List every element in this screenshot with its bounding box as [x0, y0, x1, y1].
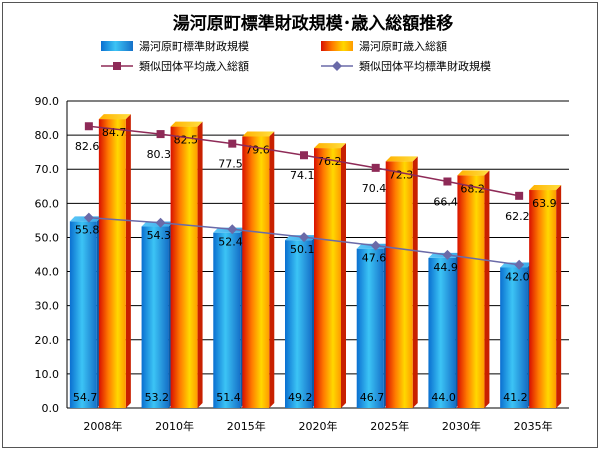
bar-top: [98, 114, 131, 120]
bar-side: [269, 131, 275, 408]
x-tick-label: 2035年: [514, 419, 553, 433]
bar-top: [529, 185, 562, 191]
y-tick-label: 60.0: [35, 197, 60, 210]
bar-data-label: 54.7: [73, 391, 98, 404]
line-data-label: 82.6: [75, 140, 100, 153]
plot-area: 0.0 10.0 20.0 30.0 40.0 50.0 60.0 70.0 80.0 90.0 2…: [35, 95, 569, 433]
line-data-label: 74.1: [290, 169, 315, 182]
line-data-label: 62.2: [505, 210, 529, 223]
bar-side: [197, 121, 203, 408]
line-marker: [156, 130, 165, 139]
bar-side: [556, 185, 562, 408]
line-marker: [299, 232, 309, 243]
legend-swatch: [101, 41, 133, 51]
bar-data-label: 44.0: [431, 391, 456, 404]
bar: [69, 221, 97, 408]
bar-data-label: 46.7: [360, 391, 385, 404]
line-marker: [83, 212, 94, 223]
bar: [428, 257, 456, 408]
bar-side: [341, 143, 346, 408]
legend-label: 類似団体平均標準財政規模: [359, 59, 491, 73]
y-tick-label: 30.0: [35, 300, 60, 313]
line-marker: [371, 163, 380, 172]
line-data-label: 66.4: [433, 196, 458, 209]
y-tick-label: 0.0: [42, 402, 60, 415]
line-marker: [515, 191, 524, 200]
bar-data-label: 63.9: [532, 197, 557, 210]
y-tick-label: 10.0: [35, 368, 60, 381]
line-marker: [155, 217, 166, 228]
line-marker: [227, 224, 238, 235]
chart-canvas: 湯河原町標準財政規模･歳入総額推移 湯河原町標準財政規模 湯河原町歳入総額類似団体…: [35, 13, 569, 433]
line-marker: [84, 122, 93, 131]
bar: [314, 148, 341, 408]
y-tick-label: 80.0: [35, 129, 60, 142]
x-tick-label: 2008年: [83, 419, 122, 433]
line-data-label: 50.1: [290, 243, 315, 256]
legend-swatch: [321, 41, 353, 51]
bar-top: [242, 131, 275, 137]
line-data-label: 55.8: [75, 224, 100, 237]
bar-data-label: 49.2: [288, 391, 313, 404]
bar-data-label: 79.6: [245, 143, 269, 156]
bar-top: [385, 156, 418, 162]
bar: [213, 232, 241, 408]
bar-top: [314, 143, 346, 149]
line-marker: [442, 249, 453, 260]
bar-side: [484, 170, 490, 408]
line-data-label: 70.4: [362, 182, 387, 195]
bar: [285, 240, 312, 408]
bar: [529, 190, 557, 408]
y-tick-label: 90.0: [35, 95, 60, 108]
legend-label: 類似団体平均歳入総額: [139, 59, 249, 73]
y-tick-label: 50.0: [35, 231, 60, 244]
chart-title: 湯河原町標準財政規模･歳入総額推移: [173, 13, 454, 34]
line-data-label: 54.3: [147, 229, 172, 242]
y-tick-label: 20.0: [35, 334, 60, 347]
bar: [457, 175, 485, 408]
bar-side: [125, 114, 131, 408]
line-marker: [443, 177, 452, 186]
y-tick-label: 70.0: [35, 163, 60, 176]
bar-top: [170, 121, 203, 127]
bar: [141, 226, 169, 408]
line-data-label: 80.3: [147, 148, 172, 161]
legend-label: 湯河原町標準財政規模: [139, 39, 249, 53]
line-data-label: 44.9: [433, 261, 458, 274]
legend-marker: [332, 61, 342, 71]
line-marker: [228, 139, 237, 148]
x-tick-label: 2025年: [370, 419, 409, 433]
bar-side: [412, 156, 418, 408]
line-data-label: 52.4: [218, 235, 243, 248]
line-data-label: 42.0: [505, 271, 529, 284]
y-tick-label: 40.0: [35, 266, 60, 279]
line-data-label: 77.5: [218, 158, 243, 171]
line-marker: [514, 259, 525, 270]
x-tick-label: 2020年: [299, 419, 338, 433]
bar-data-label: 82.5: [174, 134, 199, 147]
bar: [385, 161, 413, 408]
line-marker: [300, 151, 308, 160]
legend-label: 湯河原町歳入総額: [359, 39, 447, 53]
x-tick-label: 2030年: [442, 419, 481, 433]
x-tick-label: 2010年: [155, 419, 194, 433]
bar: [98, 119, 126, 408]
bar: [500, 267, 528, 408]
bar: [356, 248, 384, 408]
bar-data-label: 53.2: [145, 391, 170, 404]
x-tick-label: 2015年: [227, 419, 266, 433]
bar: [170, 126, 198, 408]
line-marker: [370, 240, 381, 251]
legend-marker: [113, 62, 121, 70]
bar: [242, 136, 270, 408]
line-data-label: 47.6: [362, 252, 387, 265]
bar-top: [457, 170, 490, 176]
bar-data-label: 51.4: [216, 391, 241, 404]
bar-data-label: 41.2: [503, 391, 527, 404]
